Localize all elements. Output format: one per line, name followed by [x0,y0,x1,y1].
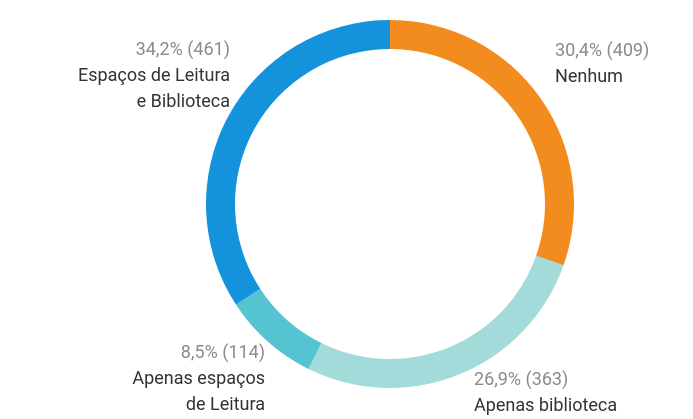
donut-segment [390,20,574,266]
donut-segment [205,20,390,305]
segment-label: 26,9% (363) Apenas biblioteca [474,367,617,419]
value-label: 34,2% (461) [135,39,230,60]
segment-label: 34,2% (461) Espaços de Leitura e Bibliote… [78,37,230,115]
segment-label: 30,4% (409) Nenhum [555,38,649,90]
value-label: 26,9% (363) [474,369,569,390]
donut-segment [235,288,322,369]
segment-label: 8,5% (114) Apenas espaços de Leitura [132,340,265,418]
category-label: Apenas biblioteca [474,395,618,416]
category-label: Apenas espaços de Leitura [132,368,265,415]
donut-segment [308,255,564,389]
value-label: 8,5% (114) [180,342,265,363]
value-label: 30,4% (409) [555,40,650,61]
category-label: Nenhum [555,66,623,87]
category-label: Espaços de Leitura e Biblioteca [78,65,230,112]
